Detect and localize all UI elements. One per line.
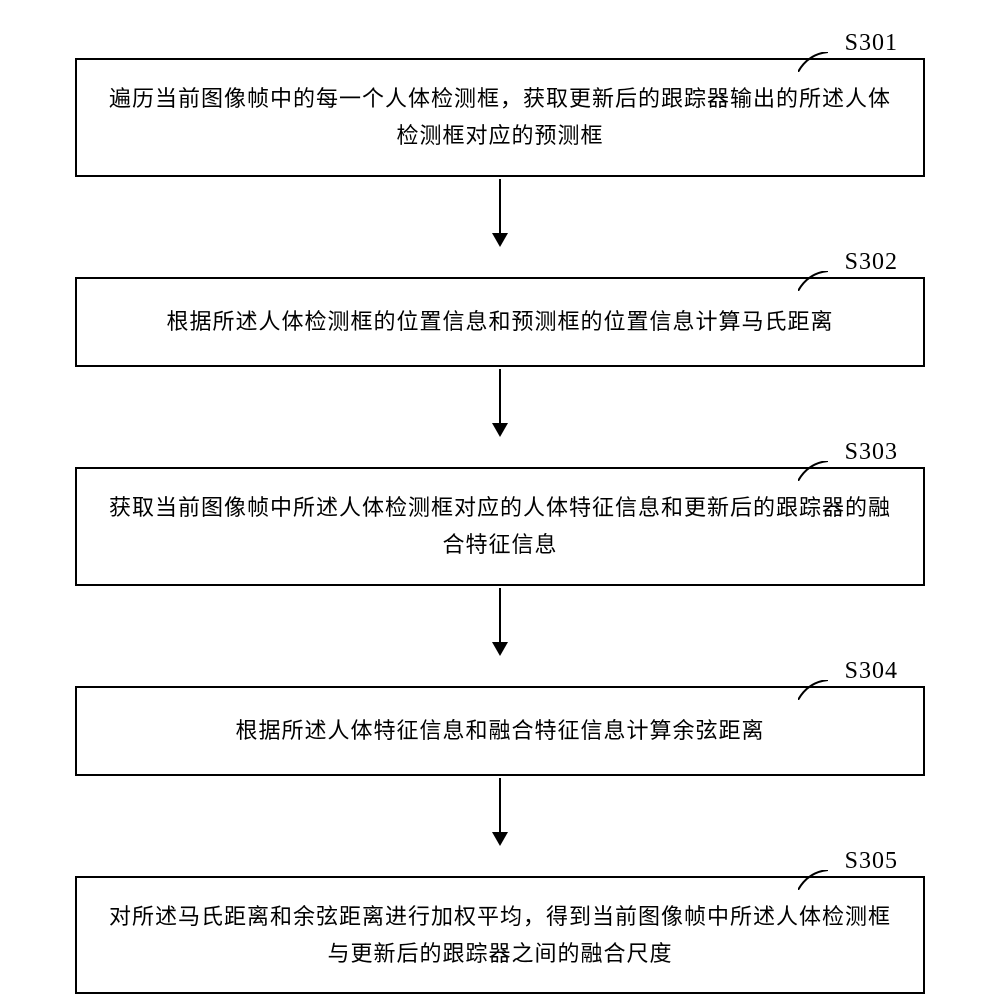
step-wrapper-3: S303 获取当前图像帧中所述人体检测框对应的人体特征信息和更新后的跟踪器的融合… [45, 467, 955, 586]
step-wrapper-2: S302 根据所述人体检测框的位置信息和预测框的位置信息计算马氏距离 [45, 277, 955, 367]
label-connector-icon [798, 870, 828, 890]
step-label-2: S302 [845, 249, 898, 276]
step-box-1: S301 遍历当前图像帧中的每一个人体检测框，获取更新后的跟踪器输出的所述人体检… [75, 58, 925, 177]
step-text-3: 获取当前图像帧中所述人体检测框对应的人体特征信息和更新后的跟踪器的融合特征信息 [107, 489, 893, 564]
flowchart-container: S301 遍历当前图像帧中的每一个人体检测框，获取更新后的跟踪器输出的所述人体检… [45, 30, 955, 994]
step-box-3: S303 获取当前图像帧中所述人体检测框对应的人体特征信息和更新后的跟踪器的融合… [75, 467, 925, 586]
label-connector-icon [798, 271, 828, 291]
label-connector-icon [798, 461, 828, 481]
step-wrapper-4: S304 根据所述人体特征信息和融合特征信息计算余弦距离 [45, 686, 955, 776]
step-text-4: 根据所述人体特征信息和融合特征信息计算余弦距离 [235, 712, 764, 749]
step-box-2: S302 根据所述人体检测框的位置信息和预测框的位置信息计算马氏距离 [75, 277, 925, 367]
step-label-5: S305 [845, 848, 898, 875]
step-label-3: S303 [845, 439, 898, 466]
arrow-icon [492, 179, 508, 247]
step-wrapper-5: S305 对所述马氏距离和余弦距离进行加权平均，得到当前图像帧中所述人体检测框与… [45, 876, 955, 995]
step-label-1: S301 [845, 30, 898, 57]
arrow-icon [492, 369, 508, 437]
step-wrapper-1: S301 遍历当前图像帧中的每一个人体检测框，获取更新后的跟踪器输出的所述人体检… [45, 58, 955, 177]
step-text-1: 遍历当前图像帧中的每一个人体检测框，获取更新后的跟踪器输出的所述人体检测框对应的… [107, 80, 893, 155]
step-text-2: 根据所述人体检测框的位置信息和预测框的位置信息计算马氏距离 [166, 303, 833, 340]
step-text-5: 对所述马氏距离和余弦距离进行加权平均，得到当前图像帧中所述人体检测框与更新后的跟… [107, 898, 893, 973]
step-label-4: S304 [845, 658, 898, 685]
arrow-icon [492, 778, 508, 846]
arrow-icon [492, 588, 508, 656]
step-box-5: S305 对所述马氏距离和余弦距离进行加权平均，得到当前图像帧中所述人体检测框与… [75, 876, 925, 995]
step-box-4: S304 根据所述人体特征信息和融合特征信息计算余弦距离 [75, 686, 925, 776]
label-connector-icon [798, 680, 828, 700]
label-connector-icon [798, 52, 828, 72]
